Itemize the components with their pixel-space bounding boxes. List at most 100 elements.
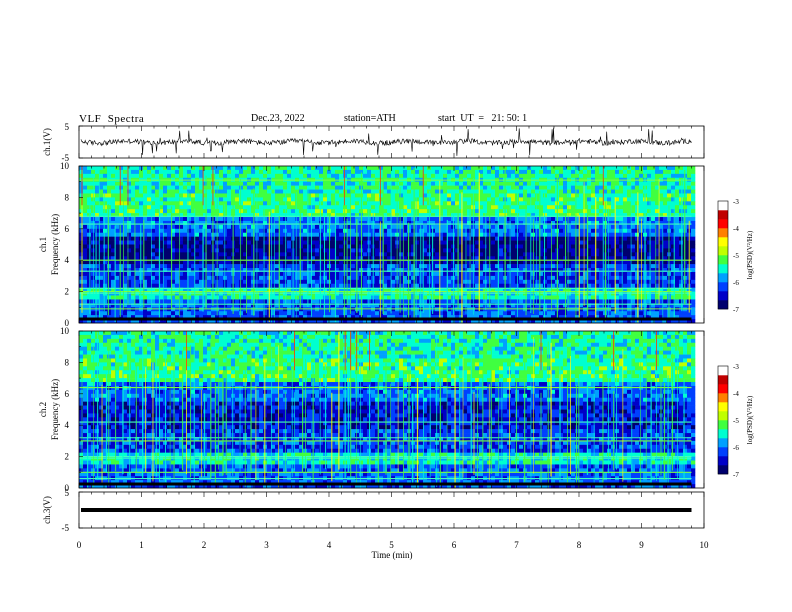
spectrogram-cell [499,193,504,198]
spectrogram-cell [639,275,644,281]
spectrogram-cell [591,264,596,269]
spectrogram-cell [391,256,396,261]
spectrogram-cell [471,169,476,175]
spectrogram-cell [351,166,356,171]
spectrogram-cell [391,240,396,245]
spectrogram-cell [319,268,324,273]
spectrogram-cell [263,220,268,226]
spectrogram-cell [547,228,552,234]
spectrogram-cell [91,236,96,241]
spectrogram-cell [587,169,592,175]
spectrogram-cell [639,209,644,214]
spectrogram-cell [139,205,144,210]
spectrogram-cell [607,232,612,237]
spectrogram-cell [527,252,532,257]
spectrogram-cell [415,213,420,218]
spectrogram-cell [671,264,676,269]
spectrogram-cell [663,268,668,273]
spectrogram-cell [295,224,300,230]
spectrogram-cell [595,279,600,285]
spectrogram-cell [575,197,580,202]
spectrogram-cell [171,260,176,265]
spectrogram-cell [527,236,532,241]
spectrogram-cell [231,173,236,179]
spectrogram-cell [491,256,496,261]
spectrogram-cell [559,248,564,253]
spectrogram-cell [475,271,480,277]
spectrogram-cell [271,217,276,222]
spectrogram-cell [315,209,320,214]
spectrogram-cell [655,264,660,269]
spectrogram-cell [319,240,324,245]
spectrogram-cell [411,189,416,194]
spectrogram-cell [423,252,428,257]
spectrogram-cell [159,217,164,222]
spectrogram-cell [155,264,160,269]
spectrogram-cell [79,201,84,206]
spectrogram-cell [443,181,448,186]
spectrogram-cell [259,268,264,273]
spectrogram-cell [515,166,520,171]
spectrogram-cell [671,205,676,210]
spectrogram-cell [375,201,380,206]
spectrogram-cell [619,166,624,171]
spectrogram-cell [531,173,536,179]
spectrogram-cell [483,220,488,226]
spectrogram-cell [187,173,192,179]
spectrogram-cell [631,271,636,277]
spectrogram-cell [267,181,272,186]
spectrogram-cell [623,248,628,253]
spectrogram-cell [407,224,412,230]
spectrogram-cell [355,193,360,198]
spectrogram-cell [311,166,316,171]
spectrogram-cell [543,201,548,206]
spectrogram-cell [239,193,244,198]
spectrogram-cell [187,181,192,186]
spectrogram-cell [387,244,392,249]
spectrogram-cell [507,193,512,198]
spectrogram-cell [651,209,656,214]
spectrogram-cell [87,228,92,234]
spectrogram-cell [487,224,492,230]
spectrogram-cell [627,268,632,273]
spectrogram-cell [483,209,488,214]
spectrogram-cell [511,209,516,214]
spectrogram-cell [191,244,196,249]
spectrogram-cell [143,169,148,175]
spectrogram-cell [415,283,420,288]
spectrogram-cell [103,209,108,214]
spectrogram-cell [507,248,512,253]
spectrogram-cell [183,181,188,186]
spectrogram-cell [347,193,352,198]
spectrogram-cell [219,166,224,171]
spectrogram-cell [191,260,196,265]
spectrogram-cell [259,201,264,206]
spectrogram-cell [403,209,408,214]
spectrogram-cell [287,197,292,202]
spectrogram-cell [243,217,248,222]
spectrogram-cell [323,201,328,206]
spectrogram-cell [135,217,140,222]
spectrogram-cell [659,228,664,234]
spectrogram-cell [439,185,444,190]
spectrogram-cell [187,287,192,292]
spectrogram-cell [175,236,180,241]
spectrogram-cell [523,189,528,194]
spectrogram-cell [139,193,144,198]
spectrogram-cell [111,169,116,175]
spectrogram-cell [335,279,340,285]
spectrogram-cell [679,279,684,285]
spectrogram-cell [183,283,188,288]
spectrogram-cell [187,275,192,281]
spectrogram-cell [243,283,248,288]
spectrogram-cell [207,205,212,210]
spectrogram-cell [495,260,500,265]
spectrogram-cell [175,256,180,261]
spectrogram-cell [287,220,292,226]
spectrogram-cell [639,283,644,288]
spectrogram-cell [651,189,656,194]
spectrogram-cell [303,205,308,210]
spectrogram-cell [131,240,136,245]
spectrogram-cell [543,209,548,214]
spectrogram-cell [239,213,244,218]
